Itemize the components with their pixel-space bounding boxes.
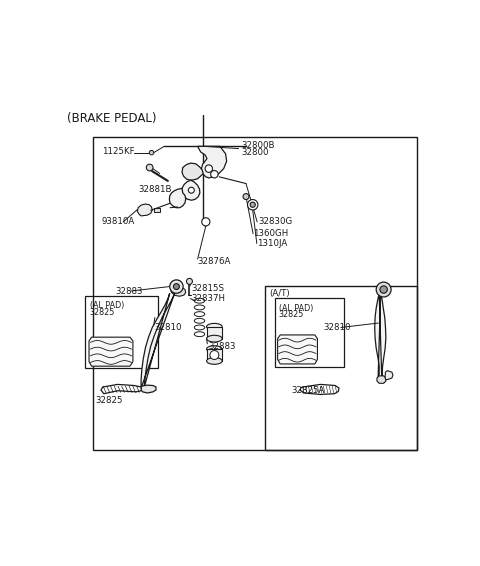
- Text: (AL PAD): (AL PAD): [90, 302, 124, 311]
- Circle shape: [146, 164, 153, 171]
- Text: 32825: 32825: [96, 396, 123, 405]
- Polygon shape: [198, 147, 227, 178]
- Polygon shape: [375, 293, 386, 380]
- Polygon shape: [141, 293, 175, 388]
- Ellipse shape: [206, 335, 222, 342]
- Polygon shape: [137, 204, 152, 216]
- Bar: [154, 208, 160, 212]
- Circle shape: [210, 350, 219, 359]
- Circle shape: [248, 200, 258, 210]
- Text: (A/T): (A/T): [269, 289, 290, 298]
- Polygon shape: [171, 287, 186, 296]
- Text: 32800: 32800: [241, 148, 269, 157]
- Ellipse shape: [206, 323, 222, 330]
- Text: 93810A: 93810A: [102, 217, 135, 226]
- Text: 32825: 32825: [279, 310, 304, 319]
- Text: 32876A: 32876A: [198, 257, 231, 266]
- Bar: [206, 349, 222, 361]
- Text: 32810: 32810: [324, 323, 351, 332]
- Polygon shape: [141, 385, 156, 393]
- Circle shape: [376, 282, 391, 297]
- Bar: [206, 327, 222, 338]
- Bar: [85, 295, 158, 368]
- Text: 32825A: 32825A: [291, 386, 325, 395]
- Polygon shape: [300, 384, 339, 395]
- Polygon shape: [101, 384, 141, 394]
- Circle shape: [380, 286, 387, 293]
- Circle shape: [173, 284, 180, 290]
- Text: 32881B: 32881B: [139, 185, 172, 194]
- Polygon shape: [182, 180, 200, 200]
- Text: 32800B: 32800B: [241, 142, 275, 151]
- Bar: [94, 137, 417, 449]
- Circle shape: [205, 165, 213, 173]
- Circle shape: [211, 170, 218, 178]
- Circle shape: [149, 151, 154, 155]
- Circle shape: [170, 280, 183, 293]
- Polygon shape: [182, 163, 203, 180]
- Bar: [264, 286, 417, 449]
- Text: 32810: 32810: [155, 323, 182, 332]
- Polygon shape: [385, 371, 393, 380]
- Ellipse shape: [206, 346, 222, 353]
- Text: 1360GH: 1360GH: [253, 229, 288, 238]
- Text: 32883: 32883: [208, 342, 236, 350]
- Circle shape: [188, 187, 194, 193]
- Circle shape: [186, 278, 192, 284]
- Text: 32815S: 32815S: [191, 284, 224, 293]
- Text: (AL PAD): (AL PAD): [279, 304, 313, 312]
- Polygon shape: [277, 335, 317, 364]
- Text: 32883: 32883: [115, 286, 143, 295]
- Text: (BRAKE PEDAL): (BRAKE PEDAL): [67, 112, 157, 125]
- Text: 32830G: 32830G: [258, 217, 292, 226]
- Circle shape: [243, 194, 249, 200]
- Circle shape: [250, 202, 255, 207]
- Text: 1125KF: 1125KF: [102, 147, 134, 156]
- Bar: [275, 298, 344, 367]
- Polygon shape: [169, 188, 186, 208]
- Polygon shape: [89, 337, 133, 366]
- Polygon shape: [377, 376, 386, 383]
- Text: 32837H: 32837H: [191, 294, 225, 303]
- Circle shape: [202, 218, 210, 226]
- Text: 1310JA: 1310JA: [257, 239, 288, 248]
- Text: 32825: 32825: [90, 308, 115, 317]
- Ellipse shape: [206, 358, 222, 365]
